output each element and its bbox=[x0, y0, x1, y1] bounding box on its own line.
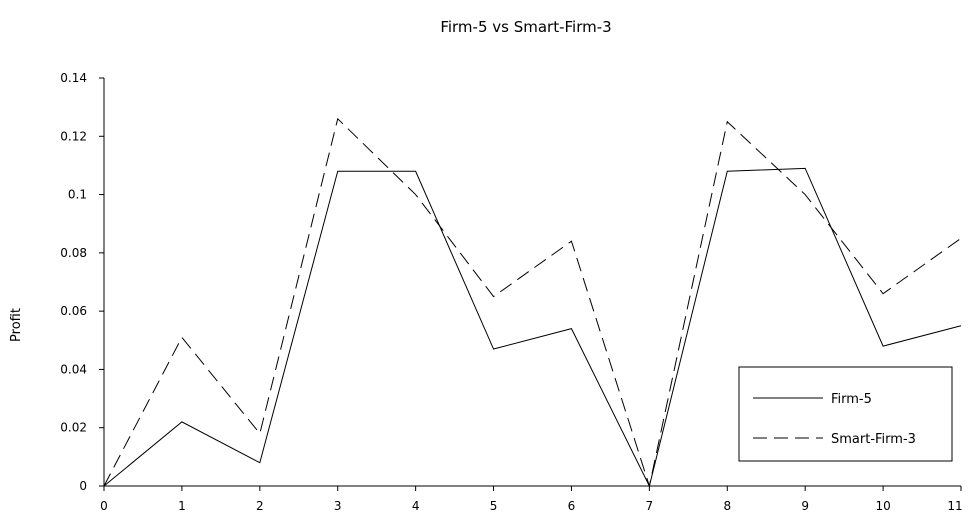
y-tick-label: 0.14 bbox=[60, 71, 87, 85]
axes bbox=[103, 78, 961, 487]
x-axis-ticks: 0 1 2 3 4 5 6 7 8 9 10 11 bbox=[100, 486, 963, 513]
legend-label: Smart-Firm-3 bbox=[831, 432, 916, 447]
y-tick-label: 0.12 bbox=[60, 129, 87, 143]
x-tick-label: 3 bbox=[334, 499, 342, 513]
x-tick-label: 11 bbox=[947, 499, 962, 513]
legend-items: Firm-5 Smart-Firm-3 bbox=[753, 392, 916, 447]
x-tick-label: 4 bbox=[412, 499, 420, 513]
y-tick-label: 0 bbox=[79, 479, 87, 493]
x-tick-label: 8 bbox=[723, 499, 731, 513]
y-axis-ticks: 0 0.02 0.04 0.06 0.08 0.1 0.12 0.14 bbox=[60, 71, 104, 493]
chart-title: Firm-5 vs Smart-Firm-3 bbox=[440, 18, 611, 36]
x-tick-label: 7 bbox=[646, 499, 654, 513]
legend-box bbox=[738, 366, 953, 462]
series-line-firm-5 bbox=[103, 167, 962, 488]
legend: Firm-5 Smart-Firm-3 bbox=[738, 366, 953, 462]
y-tick-label: 0.08 bbox=[60, 246, 87, 260]
y-tick-label: 0.06 bbox=[60, 304, 87, 318]
x-tick-label: 5 bbox=[490, 499, 498, 513]
y-tick-label: 0.02 bbox=[60, 421, 87, 435]
y-tick-label: 0.04 bbox=[60, 362, 87, 376]
x-tick-label: 6 bbox=[568, 499, 576, 513]
x-tick-label: 10 bbox=[875, 499, 890, 513]
series-layer bbox=[103, 117, 962, 488]
y-tick-label: 0.1 bbox=[68, 188, 87, 202]
x-tick-label: 0 bbox=[100, 499, 108, 513]
x-tick-label: 1 bbox=[178, 499, 186, 513]
y-axis-label: Profit bbox=[9, 308, 24, 342]
x-tick-label: 9 bbox=[801, 499, 809, 513]
series-line-smart-firm-3 bbox=[103, 117, 962, 488]
x-tick-label: 2 bbox=[256, 499, 264, 513]
legend-label: Firm-5 bbox=[831, 392, 872, 407]
